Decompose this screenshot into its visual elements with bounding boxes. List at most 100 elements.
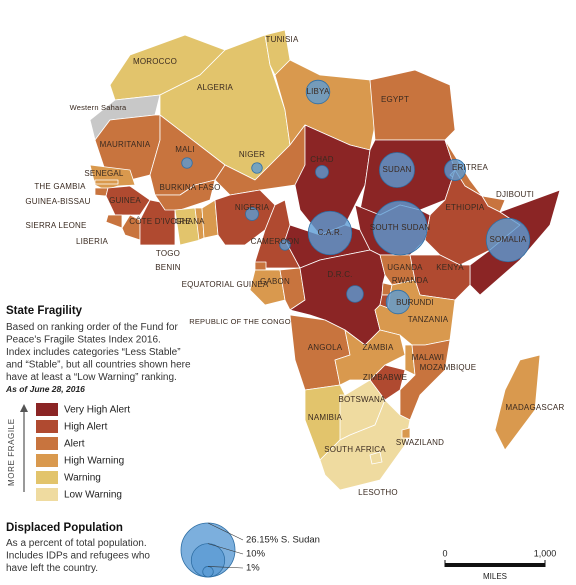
country-label: MALI [175,145,194,154]
country-label: ZIMBABWE [363,373,407,382]
labels: MOROCCO Western Sahara ALGERIA TUNISIA LIBYA… [25,35,564,497]
country-label: TUNISIA [266,35,299,44]
country-label: SUDAN [382,165,411,174]
legend-description: Based on ranking order of the Fund for [6,322,178,333]
legend-label: Very High Alert [64,405,130,416]
displaced-bubble [251,162,263,174]
country-label: TANZANIA [408,315,449,324]
legend-description: and “Stable”, but all countries shown he… [6,360,191,371]
country-label: MAURITANIA [100,140,151,149]
displaced-description: Includes IDPs and refugees who [6,551,150,562]
legend-swatch [36,488,58,501]
legend-date: As of June 28, 2016 [5,384,85,394]
country-label: ANGOLA [308,343,343,352]
country [369,69,456,141]
country-label: BURUNDI [396,298,434,307]
country-label: KENYA [436,263,464,272]
key-label: 1% [246,563,260,574]
legend-swatch [36,471,58,484]
country-label: Western Sahara [70,103,127,112]
country-label: BOTSWANA [338,395,386,404]
country [249,269,286,306]
country-label: GUINEA-BISSAU [25,197,90,206]
country-label: REPUBLIC OF THE CONGO [189,317,291,326]
legend-description: have at least a “Low Warning” ranking. [6,372,177,383]
displaced-bubble [372,200,428,256]
legend-description: Peace's Fragile States Index 2016. [6,335,161,346]
country-label: C.A.R. [318,228,343,237]
country-label: ERITREA [452,163,489,172]
country-label: CHAD [310,155,333,164]
country-label: MALAWI [412,353,444,362]
displaced-bubble [379,152,415,188]
country [254,261,267,271]
country [94,179,119,185]
displaced-bubble [315,165,329,179]
country-label: LIBYA [306,87,330,96]
legend-label: Warning [64,473,101,484]
displaced-description: have left the country. [6,563,98,574]
country-label: GABON [260,277,290,286]
country-label: SENEGAL [84,169,124,178]
legend: State Fragility As of June 28, 2016 MORE… [5,305,556,581]
country-label: SOUTH AFRICA [324,445,386,454]
country-label: SWAZILAND [396,438,444,447]
country [154,179,216,211]
scale-label: 0 [442,548,447,558]
key-bubble [202,566,214,578]
country-label: CAMEROON [251,237,300,246]
displaced-bubble [245,207,259,221]
country-label: TOGO [156,249,180,258]
country-label: ZAMBIA [363,343,394,352]
country-label: BURKINA FASO [159,183,220,192]
country-label: GUINEA [109,196,141,205]
key-label: 26.15% S. Sudan [246,535,320,546]
displaced-bubble [279,239,291,251]
country-label: SOUTH SUDAN [370,223,430,232]
country-label: MOROCCO [133,57,177,66]
country-label: DJIBOUTI [496,190,534,199]
scale-unit: MILES [483,572,507,581]
legend-swatch [36,454,58,467]
legend-label: High Alert [64,422,108,433]
scale-bar [445,563,545,567]
country-label: D.R.C. [327,270,352,279]
legend-swatch [36,437,58,450]
country [139,199,176,246]
country-label: EQUATORIAL GUINEA [182,280,269,289]
country [105,214,123,229]
country [494,354,541,451]
displaced-bubble [305,79,331,105]
legend-swatch [36,403,58,416]
displaced-title: Displaced Population [6,522,123,534]
key-label: 10% [246,549,266,560]
country-label: ETHIOPIA [446,203,485,212]
country [369,451,383,465]
legend-swatch [36,420,58,433]
country-label: NAMIBIA [308,413,343,422]
fragility-arrowhead [20,404,28,412]
country-label: CÔTE D'IVOIRE [129,217,190,226]
country-label: GHANA [175,217,205,226]
country-label: LIBERIA [76,237,109,246]
country-label: UGANDA [387,263,423,272]
country-label: ALGERIA [197,83,234,92]
country-label: EGYPT [381,95,409,104]
legend-label: High Warning [64,456,124,467]
legend-axis-label: MORE FRAGILE [7,418,16,486]
key-leader [207,543,244,555]
country-label: MADAGASCAR [506,403,565,412]
displaced-bubble [346,285,364,303]
scale-label: 1,000 [534,548,557,558]
country-label: MOZAMBIQUE [420,363,477,372]
country-label: RWANDA [392,276,429,285]
legend-description: Index includes categories “Less Stable” [6,347,181,358]
displaced-bubble [307,210,353,256]
legend-title: State Fragility [6,305,83,317]
country-label: THE GAMBIA [34,182,86,191]
country [319,399,411,491]
key-leader [207,566,244,569]
country-label: NIGER [239,150,265,159]
country-label: BENIN [155,263,180,272]
